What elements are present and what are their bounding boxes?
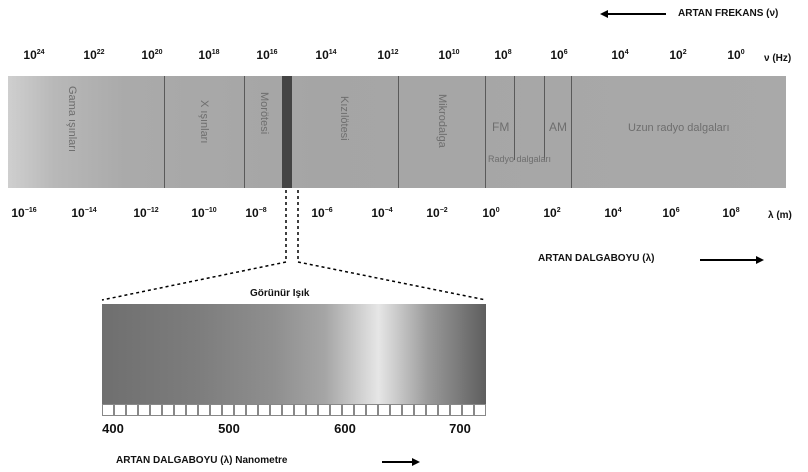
scale-cell — [258, 404, 270, 416]
visible-title: Görünür Işık — [250, 288, 310, 299]
xray-label: X ışınları — [198, 100, 210, 144]
scale-cell — [354, 404, 366, 416]
frequency-label-text: ARTAN FREKANS — [678, 8, 764, 19]
wavelength-unit: λ (m) — [768, 210, 792, 221]
scale-cell — [378, 404, 390, 416]
arrow-line — [382, 461, 412, 463]
scale-cell — [414, 404, 426, 416]
arrow-right-icon — [412, 458, 420, 466]
frequency-tick-label: 1010 — [438, 48, 460, 62]
divider — [485, 76, 486, 188]
wavelength-tick-label: 10−14 — [71, 206, 97, 220]
ir-label: Kızılötesi — [338, 96, 350, 141]
scale-cell — [318, 404, 330, 416]
scale-cell — [186, 404, 198, 416]
am-label: AM — [549, 120, 567, 134]
frequency-symbol: (ν) — [766, 8, 779, 19]
frequency-tick-label: 106 — [550, 48, 568, 62]
scale-cell — [306, 404, 318, 416]
frequency-unit: ν (Hz) — [764, 53, 792, 64]
nanometer-tick-label: 500 — [218, 421, 240, 436]
scale-cell — [270, 404, 282, 416]
divider — [571, 76, 572, 188]
divider — [544, 76, 545, 160]
scale-cell — [402, 404, 414, 416]
scale-cell — [174, 404, 186, 416]
nanometer-scale — [102, 404, 486, 416]
visible-light-strip — [282, 76, 292, 188]
scale-cell — [198, 404, 210, 416]
frequency-tick-label: 108 — [494, 48, 512, 62]
scale-cell — [222, 404, 234, 416]
scale-cell — [114, 404, 126, 416]
scale-cell — [426, 404, 438, 416]
scale-cell — [474, 404, 486, 416]
scale-cell — [438, 404, 450, 416]
visible-spectrum-band — [102, 304, 486, 404]
wavelength-tick-label: 10−8 — [245, 206, 267, 220]
divider — [398, 76, 399, 188]
frequency-tick-label: 1024 — [23, 48, 45, 62]
scale-cell — [366, 404, 378, 416]
gamma-label: Gama ışınları — [66, 86, 78, 153]
microwave-label: Mikrodalga — [436, 94, 448, 148]
divider — [244, 76, 245, 188]
scale-cell — [126, 404, 138, 416]
scale-cell — [390, 404, 402, 416]
nanometer-tick-label: 400 — [102, 421, 124, 436]
frequency-tick-label: 1014 — [315, 48, 337, 62]
scale-cell — [330, 404, 342, 416]
scale-cell — [162, 404, 174, 416]
scale-cell — [342, 404, 354, 416]
arrow-line — [700, 259, 756, 261]
scale-cell — [102, 404, 114, 416]
wavelength-tick-label: 10−2 — [426, 206, 448, 220]
wavelength-tick-label: 108 — [722, 206, 740, 220]
spectrum-band: Gama ışınları X ışınları Morötesi Kızılö… — [8, 76, 786, 188]
scale-cell — [210, 404, 222, 416]
wavelength-tick-label: 10−12 — [133, 206, 159, 220]
wavelength-label: ARTAN DALGABOYU (λ) — [538, 253, 655, 264]
wavelength-tick-label: 10−10 — [191, 206, 217, 220]
scale-cell — [234, 404, 246, 416]
frequency-tick-label: 1018 — [198, 48, 220, 62]
scale-cell — [246, 404, 258, 416]
scale-cell — [138, 404, 150, 416]
scale-cell — [450, 404, 462, 416]
uv-label: Morötesi — [258, 92, 270, 135]
nanometer-axis-label: ARTAN DALGABOYU (λ) Nanometre — [116, 455, 288, 466]
frequency-tick-label: 1016 — [256, 48, 278, 62]
arrow-left-icon — [600, 10, 608, 18]
wavelength-tick-label: 100 — [482, 206, 500, 220]
wavelength-tick-label: 10−4 — [371, 206, 393, 220]
wavelength-tick-label: 102 — [543, 206, 561, 220]
fm-label: FM — [492, 120, 510, 134]
nanometer-tick-label: 600 — [334, 421, 356, 436]
scale-cell — [462, 404, 474, 416]
nanometer-tick-label: 700 — [449, 421, 471, 436]
scale-cell — [294, 404, 306, 416]
frequency-tick-label: 1012 — [377, 48, 399, 62]
frequency-label: ARTAN FREKANS (ν) — [678, 8, 778, 19]
radio-waves-label: Radyo dalgaları — [488, 154, 552, 164]
frequency-tick-label: 104 — [611, 48, 629, 62]
scale-cell — [282, 404, 294, 416]
long-radio-label: Uzun radyo dalgaları — [628, 122, 730, 134]
wavelength-tick-label: 10−6 — [311, 206, 333, 220]
frequency-tick-label: 1020 — [141, 48, 163, 62]
frequency-tick-label: 1022 — [83, 48, 105, 62]
divider — [514, 76, 515, 160]
wavelength-tick-label: 10−16 — [11, 206, 37, 220]
frequency-tick-label: 102 — [669, 48, 687, 62]
wavelength-tick-label: 106 — [662, 206, 680, 220]
scale-cell — [150, 404, 162, 416]
frequency-tick-label: 100 — [727, 48, 745, 62]
arrow-right-icon — [756, 256, 764, 264]
divider — [164, 76, 165, 188]
wavelength-tick-label: 104 — [604, 206, 622, 220]
arrow-line — [606, 13, 666, 15]
